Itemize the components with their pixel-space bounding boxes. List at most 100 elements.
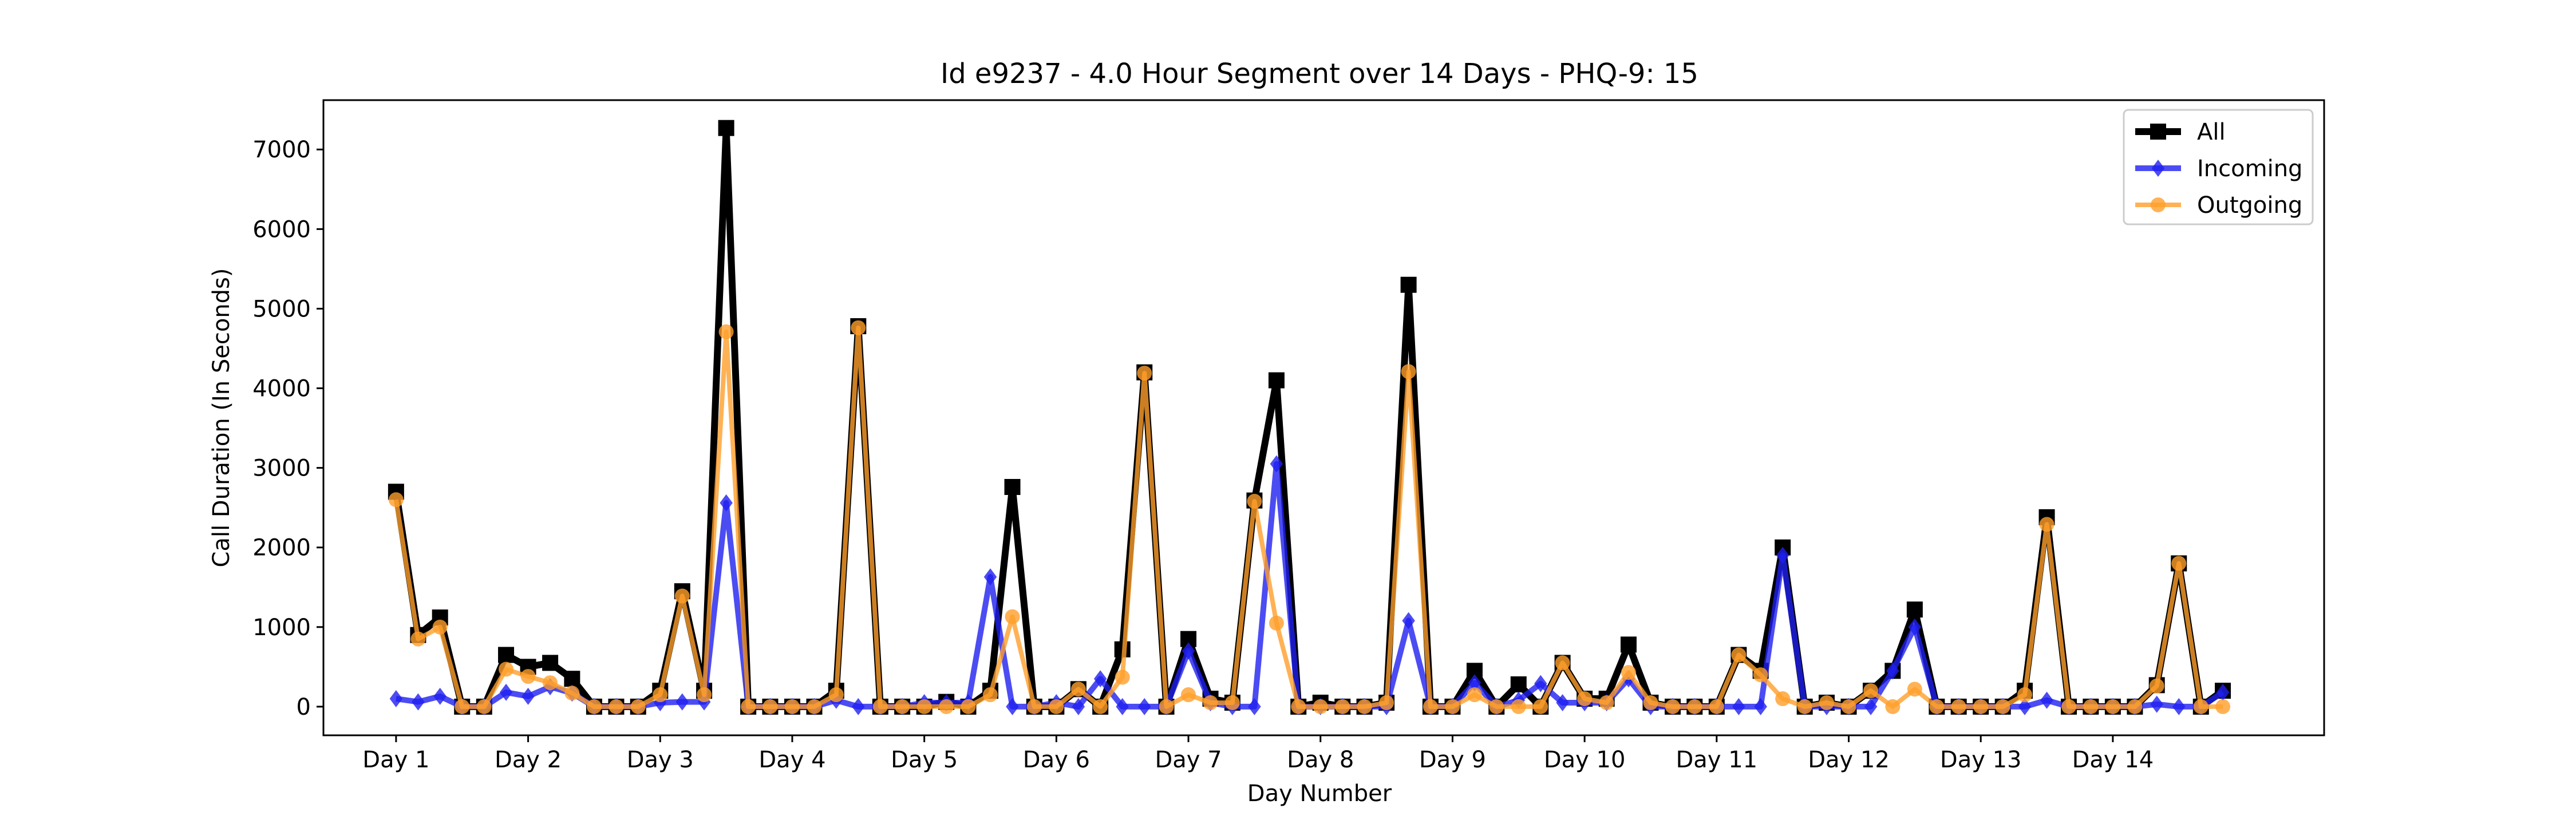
- data-point-outgoing: [1115, 670, 1130, 685]
- data-point-outgoing: [1489, 699, 1504, 714]
- data-point-incoming: [1776, 546, 1789, 564]
- y-tick-label: 5000: [252, 296, 311, 322]
- data-point-outgoing: [1687, 699, 1702, 714]
- y-tick-label: 3000: [252, 455, 311, 482]
- series-line-all: [392, 124, 2225, 710]
- legend-item-all: All: [2135, 119, 2226, 145]
- data-point-all: [498, 647, 515, 663]
- data-point-outgoing: [741, 699, 756, 714]
- data-point-outgoing: [1159, 699, 1174, 714]
- data-point-outgoing: [1137, 366, 1152, 381]
- data-point-incoming: [2040, 691, 2053, 709]
- chart-title: Id e9237 - 4.0 Hour Segment over 14 Days…: [941, 58, 1698, 90]
- data-point-outgoing: [1357, 699, 1372, 714]
- x-tick-label: Day 9: [1419, 747, 1486, 773]
- data-point-outgoing: [916, 699, 932, 714]
- data-point-outgoing: [1819, 695, 1834, 710]
- legend-swatch-marker: [2151, 160, 2165, 177]
- data-point-outgoing: [1907, 682, 1922, 697]
- data-point-incoming: [499, 683, 513, 701]
- data-point-outgoing: [476, 699, 492, 714]
- data-point-outgoing: [520, 669, 536, 684]
- data-point-outgoing: [2083, 699, 2099, 714]
- data-point-incoming: [1402, 612, 1415, 629]
- data-point-outgoing: [1621, 665, 1636, 680]
- data-point-incoming: [2150, 695, 2163, 713]
- data-point-outgoing: [1885, 699, 1901, 714]
- legend-item-incoming: Incoming: [2135, 156, 2302, 182]
- data-point-outgoing: [983, 687, 998, 703]
- data-point-incoming: [1270, 455, 1283, 473]
- data-point-incoming: [1732, 698, 1745, 715]
- data-point-outgoing: [2039, 517, 2055, 532]
- data-point-all: [1004, 479, 1021, 496]
- data-point-outgoing: [630, 699, 646, 714]
- y-tick-label: 4000: [252, 376, 311, 402]
- data-point-outgoing: [1643, 695, 1658, 710]
- data-point-outgoing: [1401, 364, 1416, 379]
- data-point-outgoing: [674, 588, 690, 604]
- x-tick-label: Day 8: [1287, 747, 1354, 773]
- data-point-outgoing: [2215, 699, 2231, 714]
- data-point-outgoing: [1929, 699, 1945, 714]
- data-point-outgoing: [1291, 699, 1306, 714]
- data-point-outgoing: [718, 324, 734, 339]
- data-point-outgoing: [586, 699, 602, 714]
- data-point-outgoing: [2171, 556, 2187, 571]
- data-point-incoming: [983, 568, 997, 586]
- data-point-all: [718, 120, 734, 136]
- data-point-incoming: [389, 690, 403, 708]
- x-tick-label: Day 12: [1808, 747, 1890, 773]
- data-point-outgoing: [1511, 699, 1526, 714]
- data-point-outgoing: [1797, 699, 1812, 714]
- data-point-all: [1906, 601, 1923, 618]
- data-point-outgoing: [499, 661, 514, 677]
- x-tick-label: Day 4: [758, 747, 825, 773]
- data-point-incoming: [1072, 698, 1085, 715]
- data-point-outgoing: [1269, 615, 1284, 631]
- data-point-incoming: [852, 698, 865, 715]
- data-point-outgoing: [1841, 699, 1856, 714]
- series-all: [388, 120, 2231, 715]
- data-point-all: [1268, 372, 1285, 389]
- data-point-incoming: [1886, 662, 1899, 680]
- data-point-outgoing: [2105, 699, 2120, 714]
- data-point-outgoing: [2193, 699, 2208, 714]
- y-tick-label: 7000: [252, 137, 311, 163]
- data-point-incoming: [412, 693, 425, 711]
- data-point-outgoing: [1070, 682, 1086, 697]
- data-point-outgoing: [807, 699, 822, 714]
- data-point-outgoing: [1973, 699, 1989, 714]
- data-point-outgoing: [1951, 699, 1966, 714]
- data-point-outgoing: [609, 699, 624, 714]
- data-point-outgoing: [2149, 678, 2164, 694]
- data-point-incoming: [1864, 698, 1878, 715]
- data-point-outgoing: [872, 699, 888, 714]
- x-tick-label: Day 3: [627, 747, 694, 773]
- data-point-outgoing: [961, 699, 976, 714]
- data-point-outgoing: [1665, 699, 1680, 714]
- data-point-outgoing: [1203, 695, 1218, 710]
- data-point-outgoing: [1224, 695, 1240, 710]
- data-point-outgoing: [543, 675, 558, 691]
- data-point-outgoing: [1005, 609, 1020, 624]
- data-point-outgoing: [2127, 699, 2143, 714]
- x-tick-label: Day 13: [1940, 747, 2022, 773]
- legend-swatch-marker: [2151, 197, 2166, 212]
- data-point-all: [1510, 676, 1527, 692]
- data-point-outgoing: [1599, 695, 1614, 710]
- data-point-incoming: [1754, 698, 1767, 715]
- data-point-outgoing: [762, 699, 778, 714]
- data-point-incoming: [1534, 675, 1547, 692]
- data-point-outgoing: [1577, 691, 1593, 707]
- data-point-incoming: [521, 687, 535, 705]
- data-point-outgoing: [1049, 699, 1064, 714]
- data-point-all: [1400, 276, 1417, 293]
- data-point-outgoing: [1423, 699, 1438, 714]
- data-point-outgoing: [1026, 699, 1042, 714]
- x-tick-label: Day 7: [1155, 747, 1222, 773]
- data-point-outgoing: [784, 699, 800, 714]
- legend-label: Incoming: [2197, 156, 2302, 182]
